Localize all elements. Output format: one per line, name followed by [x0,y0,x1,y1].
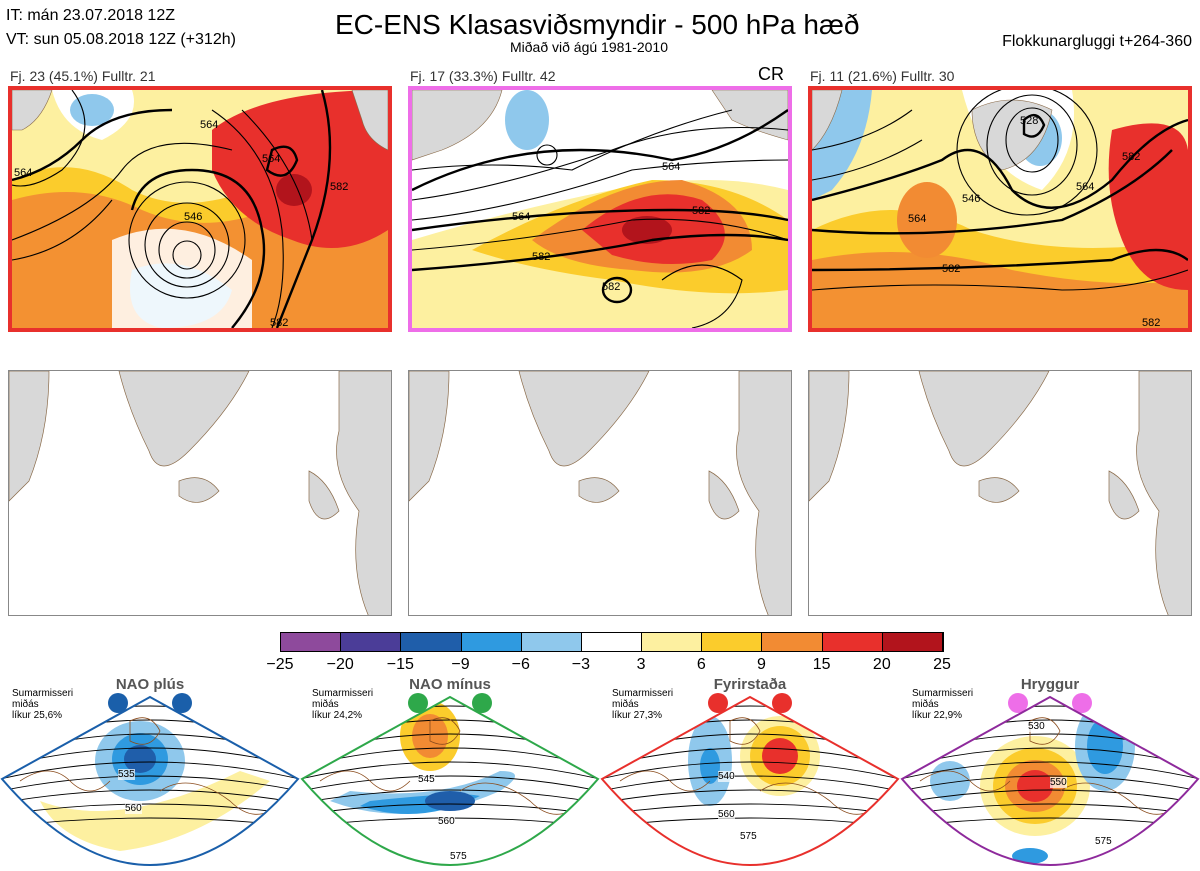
colorbar-tick-label: 6 [696,656,706,673]
regime-title: Hryggur [1020,676,1080,693]
coastline-map [9,371,391,615]
coastline-map [809,371,1191,615]
colorbar-cell [702,633,763,651]
contour-label: 564 [14,167,32,179]
colorbar-tick-label: −6 [511,656,530,673]
colorbar-cell [882,633,943,651]
contour-label: 564 [908,213,926,225]
colorbar-tick-label: 20 [872,656,891,673]
contour-label: 564 [662,161,680,173]
regime-marker-dot [772,693,792,713]
page-title: EC-ENS Klasasviðsmyndir - 500 hPa hæð [335,9,860,40]
regime-contour-label: 560 [718,809,735,820]
regime-contour-label: 575 [1095,836,1112,847]
colorbar-tick-label: 3 [636,656,646,673]
regime-map [600,695,900,866]
contour-label: 564 [512,211,530,223]
regime-marker-dot [1072,693,1092,713]
regime-marker-dot [1008,693,1028,713]
regime-note: Sumarmisseri miðás líkur 25,6% [12,688,74,721]
regime-marker-dot [472,693,492,713]
contour-label: 564 [200,119,218,131]
colorbar-cell [642,633,703,651]
coastline-map [409,371,791,615]
contour-label: 582 [270,317,288,328]
colorbar-cell [521,633,582,651]
contour-label: 582 [692,205,710,217]
contour-label: 582 [330,181,348,193]
contour-label: 582 [1142,317,1160,328]
regime-marker-dot [408,693,428,713]
contour-label: 582 [532,251,550,263]
regime-contour-label: 530 [1028,721,1045,732]
regime-contour-label: 575 [450,851,467,862]
initial-time: IT: mán 23.07.2018 12Z [6,7,175,24]
regime-map [0,695,300,866]
regime-marker-dot [108,693,128,713]
colorbar [280,632,944,652]
colorbar-tick-label: 9 [757,656,766,673]
regime-title: NAO plús [115,676,185,693]
colorbar-tick-label: −25 [266,656,294,673]
regime-contour-label: 545 [418,774,435,785]
colorbar-cell [341,633,402,651]
page-subtitle: Miðað við ágú 1981-2010 [510,39,669,55]
cluster-1-map: 564 546 564 582 582 564 [8,86,392,332]
colorbar-cell [822,633,883,651]
contour-label: 528 [1020,115,1038,127]
regime-title: NAO mínus [409,676,491,693]
colorbar-ticks: −25 −20 −15 −9 −6 −3 3 6 9 15 20 25 [266,632,950,676]
regime-marker-dot [708,693,728,713]
regime-note: Sumarmisseri miðás líkur 27,3% [612,688,674,721]
contour-label: 582 [942,263,960,275]
cluster-3-anomaly-field: 528 546 564 564 582 582 582 [812,90,1188,328]
colorbar-tick-label: −3 [571,656,591,673]
cluster-1-anomaly-field: 564 546 564 582 582 564 [12,90,388,328]
base-map-2 [408,370,792,616]
contour-label: 546 [184,211,202,223]
cluster-2-tag: CR [758,64,784,84]
colorbar-cell [401,633,462,651]
regime-contour-label: 540 [718,771,735,782]
regime-contour-label: 550 [1050,777,1067,788]
regime-contour-label: 560 [438,816,455,827]
colorbar-tick-label: 15 [812,656,831,673]
colorbar-cell [762,633,823,651]
base-map-1 [8,370,392,616]
colorbar-tick-label: 25 [933,656,951,673]
contour-label: 582 [602,281,620,293]
regime-note: Sumarmisseri miðás líkur 22,9% [912,688,974,721]
regime-title: Fyrirstaða [713,676,787,693]
classification-window: Flokkunargluggi t+264-360 [1002,33,1192,50]
contour-label: 582 [1122,151,1140,163]
colorbar-cell [461,633,522,651]
colorbar-cell [581,633,643,651]
cluster-2-map: 564 564 582 582 582 [408,86,792,332]
regime-contour-label: 560 [125,803,142,814]
regime-contour-label: 535 [118,769,135,780]
cluster-3-label: Fj. 11 (21.6%) Fulltr. 30 [810,68,955,84]
contour-label: 546 [962,193,980,205]
base-map-3 [808,370,1192,616]
colorbar-tick-label: −15 [386,656,414,673]
cluster-3-map: 528 546 564 564 582 582 582 [808,86,1192,332]
regime-contour-label: 575 [740,831,757,842]
colorbar-tick-label: −9 [451,656,470,673]
colorbar-tick-label: −20 [326,656,354,673]
valid-time: VT: sun 05.08.2018 12Z (+312h) [6,31,236,48]
colorbar-cell [281,633,342,651]
regime-marker-dot [172,693,192,713]
regime-note: Sumarmisseri miðás líkur 24,2% [312,688,374,721]
cluster-2-label: Fj. 17 (33.3%) Fulltr. 42 [410,68,556,84]
regime-map [300,695,600,866]
cluster-1-label: Fj. 23 (45.1%) Fulltr. 21 [10,68,156,84]
contour-label: 564 [1076,181,1094,193]
contour-label: 564 [262,153,280,165]
cluster-2-anomaly-field: 564 564 582 582 582 [412,90,788,328]
